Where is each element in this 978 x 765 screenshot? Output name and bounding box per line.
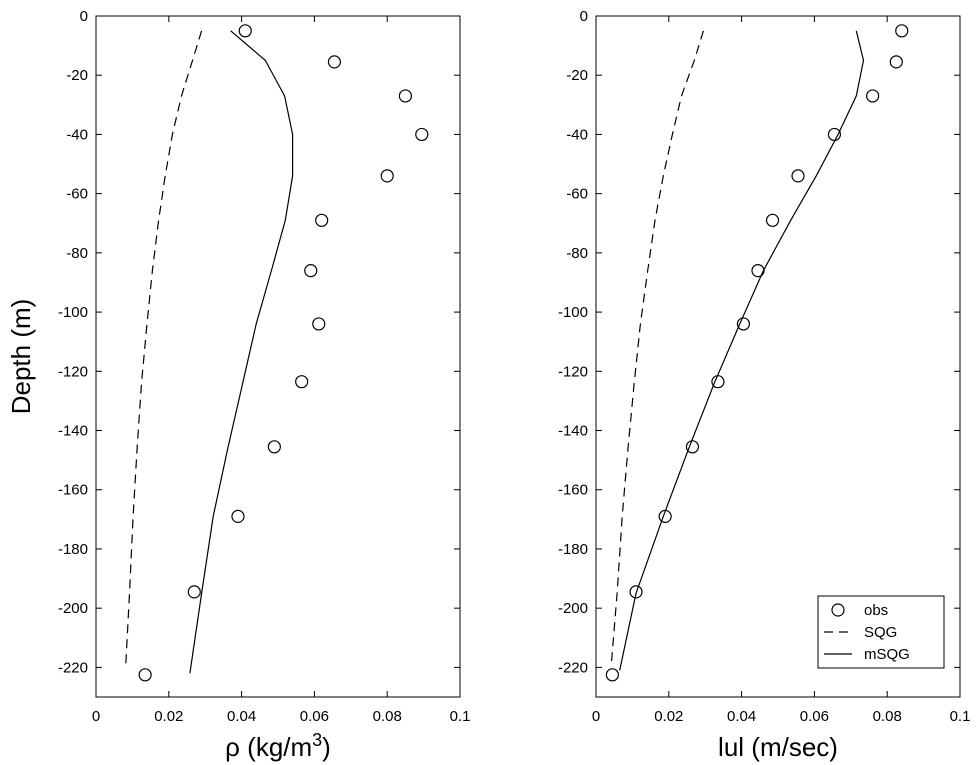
axes-box bbox=[95, 15, 461, 698]
obs-point bbox=[304, 264, 318, 278]
y-tick-label: -20 bbox=[66, 67, 88, 84]
y-tick-label: -120 bbox=[558, 363, 588, 380]
x-tick-label: 0.08 bbox=[873, 708, 902, 725]
y-tick-label: -60 bbox=[566, 186, 588, 203]
obs-point bbox=[629, 585, 643, 599]
msqg-line bbox=[619, 30, 865, 671]
obs-point bbox=[267, 440, 281, 454]
y-tick-label: -40 bbox=[66, 126, 88, 143]
y-tick-label: -140 bbox=[558, 423, 588, 440]
obs-point bbox=[895, 24, 909, 38]
y-tick-label: -220 bbox=[558, 659, 588, 676]
obs-point bbox=[138, 668, 152, 682]
x-axis-label-tail: ) bbox=[322, 732, 331, 762]
obs-point bbox=[765, 213, 780, 227]
axes-box bbox=[595, 15, 961, 698]
msqg-line bbox=[189, 30, 294, 674]
y-tick-label: -60 bbox=[66, 186, 88, 203]
x-tick-label: 0 bbox=[592, 708, 600, 725]
obs-point bbox=[231, 509, 245, 523]
obs-point bbox=[315, 213, 329, 227]
y-tick-label: -200 bbox=[58, 600, 88, 617]
y-tick-label: -200 bbox=[558, 600, 588, 617]
sqg-line bbox=[610, 30, 704, 665]
legend-obs-marker bbox=[831, 603, 845, 617]
y-tick-label: -180 bbox=[558, 541, 588, 558]
obs-point bbox=[187, 585, 201, 599]
y-tick-label: -100 bbox=[558, 304, 588, 321]
obs-point bbox=[889, 55, 903, 69]
x-tick-label: 0.02 bbox=[654, 708, 683, 725]
obs-point bbox=[398, 89, 412, 103]
y-tick-label: -20 bbox=[566, 67, 588, 84]
obs-point bbox=[605, 668, 619, 682]
y-tick-label: -180 bbox=[58, 541, 88, 558]
y-tick-label: -80 bbox=[566, 245, 588, 262]
x-axis-label-superscript: 3 bbox=[312, 730, 322, 750]
x-tick-label: 0.04 bbox=[727, 708, 756, 725]
x-tick-label: 0.1 bbox=[950, 708, 971, 725]
legend-label: mSQG bbox=[864, 646, 910, 663]
y-axis-label: Depth (m) bbox=[6, 299, 36, 415]
obs-point bbox=[866, 89, 880, 103]
legend: obs SQG mSQG bbox=[817, 595, 945, 669]
x-tick-label: 0.1 bbox=[450, 708, 471, 725]
obs-point bbox=[295, 375, 309, 389]
obs-point bbox=[415, 127, 429, 142]
x-tick-label: 0.08 bbox=[373, 708, 402, 725]
x-tick-label: 0.02 bbox=[154, 708, 183, 725]
y-tick-label: -160 bbox=[58, 482, 88, 499]
obs-point bbox=[312, 317, 326, 331]
y-tick-label: -100 bbox=[58, 304, 88, 321]
velocity-panel: 0 0.02 0.04 0.06 0.08 0.1 0 -20 -40 -60 -80 -100 -12… bbox=[558, 8, 970, 762]
y-tick-label: -220 bbox=[58, 659, 88, 676]
obs-point bbox=[327, 55, 342, 69]
obs-point bbox=[736, 317, 751, 331]
obs-point bbox=[791, 169, 805, 183]
x-axis-label: ρ (kg/m3) bbox=[225, 730, 331, 762]
x-axis-label: lul (m/sec) bbox=[718, 732, 838, 762]
density-panel: 0 0.02 0.04 0.06 0.08 0.1 0 -20 -40 -60 -80 -100 -12… bbox=[6, 8, 470, 762]
obs-point bbox=[380, 169, 394, 183]
y-tick-label: -120 bbox=[58, 363, 88, 380]
y-tick-label: 0 bbox=[80, 8, 88, 25]
x-axis-label-text: lul (m/sec) bbox=[718, 732, 838, 762]
y-tick-label: -80 bbox=[66, 245, 88, 262]
x-tick-label: 0.06 bbox=[300, 708, 329, 725]
x-tick-label: 0.06 bbox=[800, 708, 829, 725]
obs-point bbox=[685, 440, 700, 454]
y-tick-label: 0 bbox=[580, 8, 588, 25]
x-tick-label: 0 bbox=[92, 708, 100, 725]
obs-point bbox=[238, 24, 252, 38]
legend-label: obs bbox=[864, 602, 888, 619]
y-tick-label: -40 bbox=[566, 126, 588, 143]
x-tick-label: 0.04 bbox=[227, 708, 256, 725]
y-tick-label: -140 bbox=[58, 423, 88, 440]
x-axis-label-text: ρ (kg/m bbox=[225, 732, 312, 762]
sqg-line bbox=[125, 30, 203, 665]
y-tick-label: -160 bbox=[558, 482, 588, 499]
legend-label: SQG bbox=[864, 624, 897, 641]
